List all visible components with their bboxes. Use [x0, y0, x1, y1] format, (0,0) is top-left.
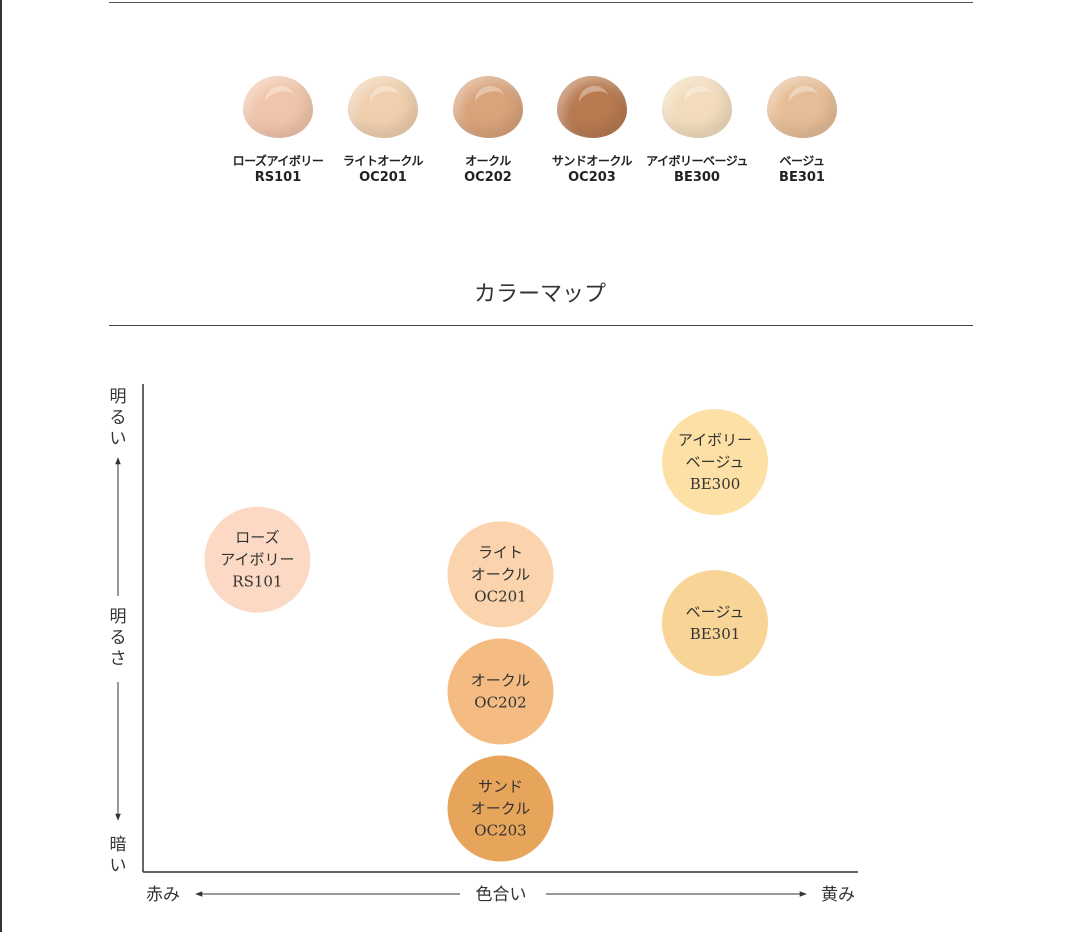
swatch-code: OC201 [359, 170, 407, 185]
point-label: ライト [478, 543, 523, 561]
point-circle [662, 409, 768, 516]
y-top-label: 明るい [110, 387, 127, 449]
swatch-be301: ベージュ BE301 [742, 76, 862, 186]
point-rs101: ローズアイボリー RS101 [204, 506, 311, 613]
swatch-rs101: ローズアイボリー RS101 [218, 76, 338, 186]
swatch-blob [348, 76, 418, 138]
point-label: オークル [471, 671, 531, 689]
point-label: オークル [471, 565, 531, 583]
axis-label-char: 暗 [110, 835, 127, 855]
point-circle [447, 755, 554, 862]
swatch-oc201: ライトオークル OC201 [323, 76, 443, 186]
swatch-name: ライトオークル [342, 154, 424, 168]
swatch-name: オークル [465, 154, 511, 168]
axis-label-char: る [110, 628, 127, 648]
swatch-code: RS101 [254, 170, 302, 185]
swatch-blob [662, 76, 732, 138]
swatch-name: ベージュ [779, 154, 825, 168]
swatch-name: アイボリーベージュ [646, 154, 748, 168]
color-map-chart: 明るい 明るさ 暗い 赤み 色合い 黄み ローズアイボリーRS101ライトオーク… [110, 384, 858, 905]
swatch-code: BE300 [674, 170, 720, 185]
point-label: OC203 [474, 822, 526, 840]
point-circle [204, 506, 311, 613]
point-circle [662, 570, 768, 677]
swatch-row: ローズアイボリー RS101 ライトオークル OC201 オークル OC202 … [0, 76, 1080, 206]
swatch-name: サンドオークル [551, 154, 633, 168]
point-label: RS101 [232, 573, 282, 591]
swatch-code: BE301 [779, 170, 825, 185]
point-label: ローズ [235, 529, 279, 547]
data-points: ローズアイボリーRS101ライトオークルOC201オークルOC202サンドオーク… [204, 409, 768, 862]
x-axis-label: 色合い [476, 885, 527, 905]
swatch-blob [453, 76, 523, 138]
point-label: OC201 [474, 587, 526, 605]
point-label: アイボリー [678, 431, 752, 449]
swatch-oc203: サンドオークル OC203 [532, 76, 652, 186]
y-bottom-label: 暗い [110, 835, 127, 876]
axis-label-char: る [110, 408, 127, 428]
page-left-border [0, 0, 2, 932]
point-label: ベージュ [686, 603, 745, 621]
swatch-code: OC202 [464, 170, 512, 185]
point-label: オークル [471, 800, 531, 818]
swatch-blob [243, 76, 313, 138]
x-left-label: 赤み [146, 885, 180, 905]
point-label: サンド [478, 778, 523, 796]
axis-label-char: さ [110, 649, 127, 669]
axis-label-char: い [110, 856, 127, 876]
point-label: BE300 [690, 475, 741, 493]
section-title: カラーマップ [473, 282, 606, 307]
point-circle [447, 521, 554, 628]
section-divider [109, 325, 973, 326]
top-divider [109, 0, 973, 3]
point-be300: アイボリーベージュ BE300 [662, 409, 768, 516]
point-label: OC202 [474, 693, 526, 711]
swatch-be300: アイボリーベージュ BE300 [637, 76, 757, 186]
x-right-label: 黄み [821, 885, 855, 905]
point-label: ベージュ [686, 453, 745, 471]
axis-label-char: 明 [110, 387, 127, 407]
swatch-code: OC203 [568, 170, 616, 185]
swatch-blob [557, 76, 627, 138]
point-circle [447, 638, 554, 745]
swatch-blob [767, 76, 837, 138]
swatch-oc202: オークル OC202 [428, 76, 548, 186]
point-be301: ベージュ BE301 [662, 570, 768, 677]
point-oc201: ライトオークル OC201 [447, 521, 554, 628]
axis-label-char: 明 [110, 607, 127, 627]
point-label: BE301 [690, 625, 741, 643]
y-mid-label: 明るさ [110, 607, 127, 669]
axis-label-char: い [110, 429, 127, 449]
point-oc202: オークル OC202 [447, 638, 554, 745]
point-oc203: サンドオークル OC203 [447, 755, 554, 862]
swatch-name: ローズアイボリー [232, 154, 324, 168]
point-label: アイボリー [220, 551, 294, 569]
